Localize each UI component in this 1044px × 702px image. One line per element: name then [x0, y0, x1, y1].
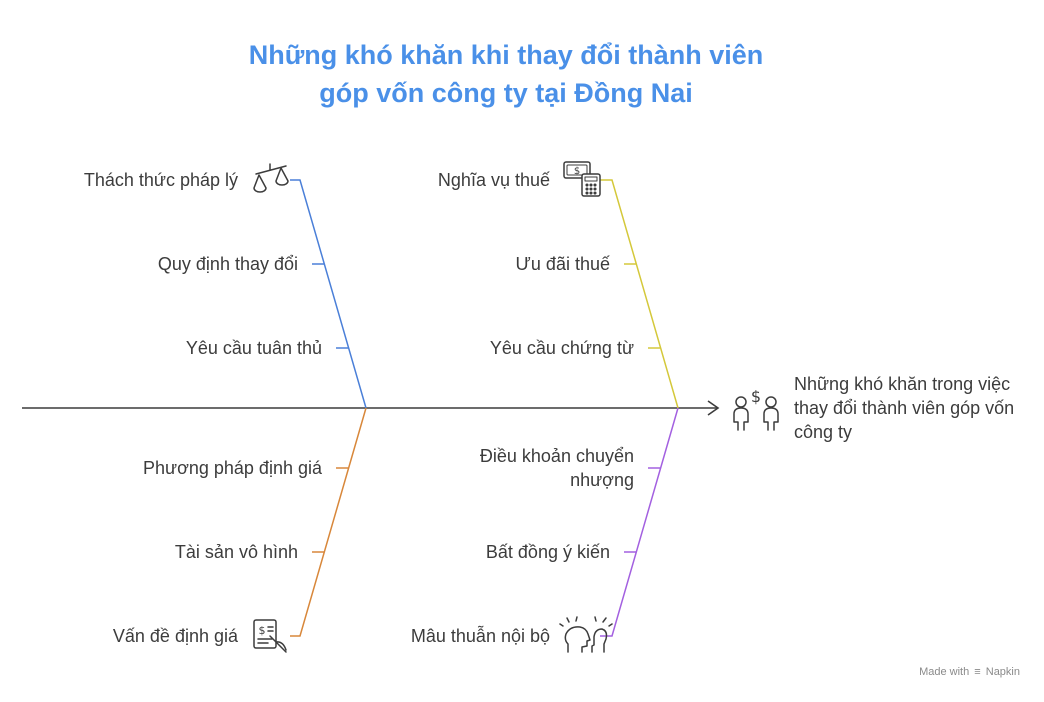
scales-icon — [253, 163, 289, 193]
branch-top-left-line — [290, 179, 367, 409]
branch-bottom-right-line — [600, 407, 679, 637]
cause-thach-thuc-phap-ly: Thách thức pháp lý — [83, 170, 238, 190]
branch-bottom-left — [290, 407, 367, 637]
cause-mau-thuan-noi-bo: Mâu thuẫn nội bộ — [410, 626, 550, 646]
branch-bottom-left-line — [290, 407, 367, 637]
branch-bottom-right — [600, 407, 679, 637]
napkin-logo-icon: ≡ — [974, 666, 981, 678]
cause-van-de-dinh-gia: Vấn đề định giá — [112, 626, 238, 646]
napkin-brand-text: Napkin — [985, 666, 1020, 678]
branch-top-left — [290, 179, 367, 409]
document-valuation-icon: $ — [253, 619, 287, 653]
title-line-1: Những khó khăn khi thay đổi thành viên — [248, 40, 764, 70]
svg-text:$: $ — [259, 624, 266, 637]
cause-quy-dinh-thay-doi: Quy định thay đổi — [157, 254, 298, 274]
cause-bat-dong-y-kien: Bất đồng ý kiến — [485, 542, 610, 562]
napkin-watermark: Made with ≡ Napkin — [919, 666, 1020, 678]
cause-dieu-khoan-chuyen-nhuong: Điều khoản chuyển nhượng — [479, 446, 634, 490]
effect-label: Những khó khăn trong việc thay đổi thành… — [794, 374, 1015, 442]
conflict-head-icon — [559, 616, 613, 653]
people-money-icon: $ — [733, 387, 779, 431]
cause-yeu-cau-tuan-thu: Yêu cầu tuân thủ — [185, 338, 322, 358]
branch-top-right — [600, 179, 679, 409]
spine-arrowhead — [707, 400, 720, 416]
cause-uu-dai-thue: Ưu đãi thuế — [515, 254, 610, 274]
cause-yeu-cau-chung-tu: Yêu cầu chứng từ — [489, 338, 634, 358]
made-with-text: Made with — [919, 666, 970, 678]
svg-text:$: $ — [751, 387, 761, 406]
cause-phuong-phap-dinh-gia: Phương pháp định giá — [143, 458, 322, 478]
money-calculator-icon: $ — [563, 161, 601, 197]
title-line-2: góp vốn công ty tại Đồng Nai — [319, 78, 693, 108]
cause-tai-san-vo-hinh: Tài sản vô hình — [174, 542, 298, 562]
branch-top-right-line — [600, 179, 679, 409]
diagram-title: Những khó khăn khi thay đổi thành viên g… — [0, 36, 1012, 112]
cause-nghia-vu-thue: Nghĩa vụ thuế — [437, 170, 550, 190]
svg-text:$: $ — [574, 166, 580, 177]
